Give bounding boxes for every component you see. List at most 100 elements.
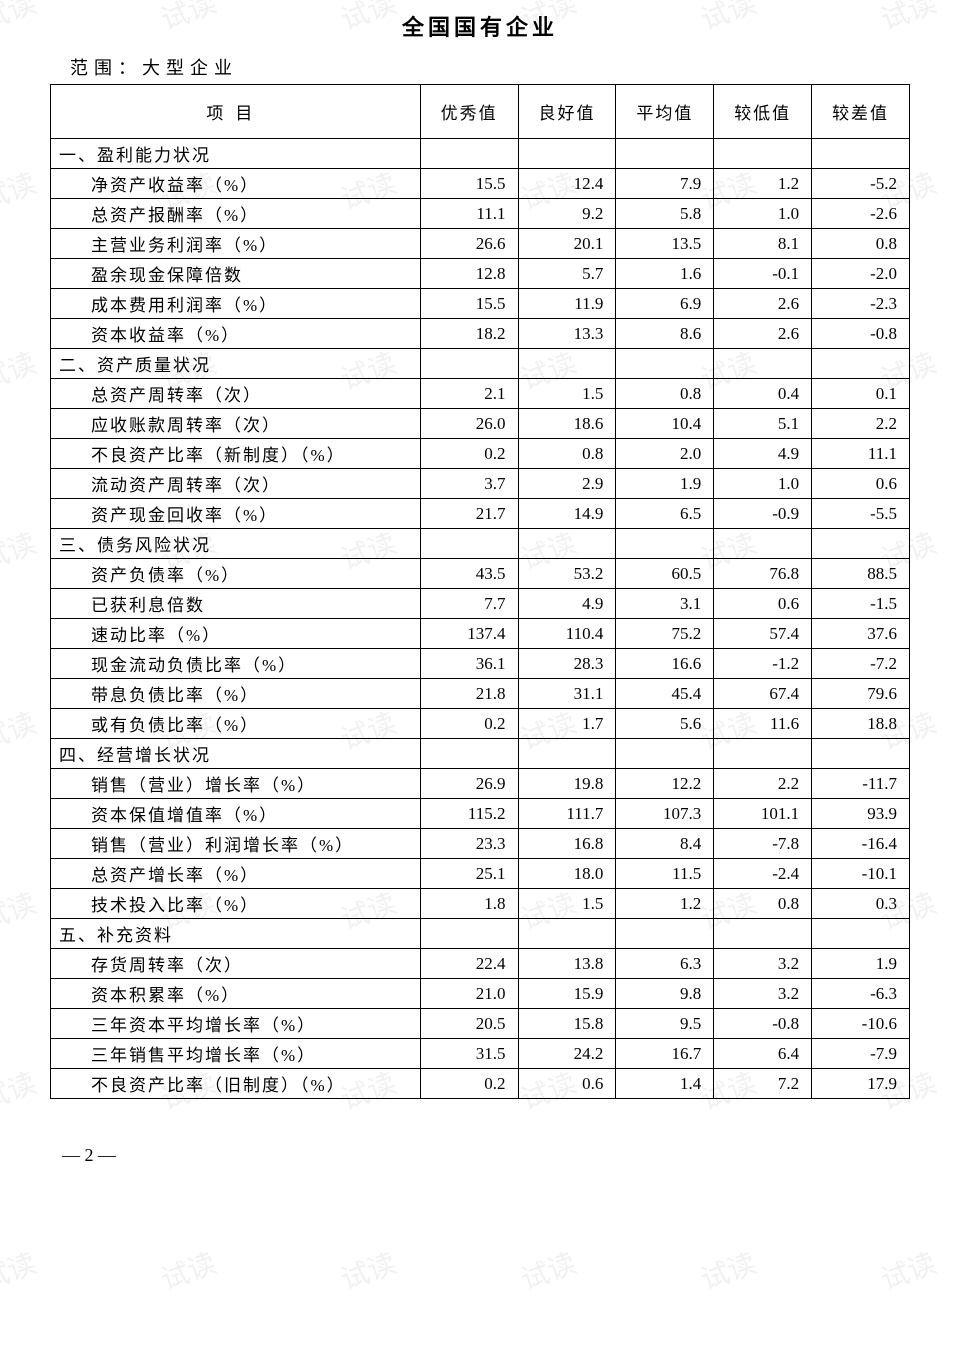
value-cell: 11.1 — [812, 439, 910, 469]
table-row: 销售（营业）利润增长率（%）23.316.88.4-7.8-16.4 — [51, 829, 910, 859]
value-cell: 19.8 — [518, 769, 616, 799]
empty-cell — [714, 919, 812, 949]
value-cell: 26.0 — [420, 409, 518, 439]
value-cell: 4.9 — [518, 589, 616, 619]
header-low: 较低值 — [714, 85, 812, 139]
value-cell: 36.1 — [420, 649, 518, 679]
value-cell: 0.8 — [616, 379, 714, 409]
empty-cell — [518, 919, 616, 949]
item-name: 已获利息倍数 — [51, 589, 421, 619]
value-cell: 0.2 — [420, 439, 518, 469]
empty-cell — [714, 349, 812, 379]
table-row: 不良资产比率（新制度）（%）0.20.82.04.911.1 — [51, 439, 910, 469]
watermark-text: 试读 — [0, 1242, 41, 1299]
empty-cell — [616, 739, 714, 769]
section-row: 五、补充资料 — [51, 919, 910, 949]
value-cell: 43.5 — [420, 559, 518, 589]
value-cell: 5.6 — [616, 709, 714, 739]
table-row: 盈余现金保障倍数12.85.71.6-0.1-2.0 — [51, 259, 910, 289]
empty-cell — [518, 529, 616, 559]
value-cell: 2.0 — [616, 439, 714, 469]
value-cell: 0.4 — [714, 379, 812, 409]
value-cell: -5.5 — [812, 499, 910, 529]
item-name: 总资产周转率（次） — [51, 379, 421, 409]
value-cell: 13.3 — [518, 319, 616, 349]
value-cell: 21.7 — [420, 499, 518, 529]
value-cell: 4.9 — [714, 439, 812, 469]
value-cell: 7.2 — [714, 1069, 812, 1099]
item-name: 资本积累率（%） — [51, 979, 421, 1009]
value-cell: 13.8 — [518, 949, 616, 979]
value-cell: 31.5 — [420, 1039, 518, 1069]
value-cell: 37.6 — [812, 619, 910, 649]
item-name: 存货周转率（次） — [51, 949, 421, 979]
value-cell: 3.2 — [714, 979, 812, 1009]
value-cell: 15.8 — [518, 1009, 616, 1039]
table-row: 销售（营业）增长率（%）26.919.812.22.2-11.7 — [51, 769, 910, 799]
table-row: 应收账款周转率（次）26.018.610.45.12.2 — [51, 409, 910, 439]
empty-cell — [812, 739, 910, 769]
table-row: 不良资产比率（旧制度）（%）0.20.61.47.217.9 — [51, 1069, 910, 1099]
value-cell: -10.1 — [812, 859, 910, 889]
value-cell: 5.8 — [616, 199, 714, 229]
value-cell: 1.5 — [518, 379, 616, 409]
item-name: 销售（营业）增长率（%） — [51, 769, 421, 799]
table-row: 三年资本平均增长率（%）20.515.89.5-0.8-10.6 — [51, 1009, 910, 1039]
value-cell: 26.6 — [420, 229, 518, 259]
value-cell: 101.1 — [714, 799, 812, 829]
empty-cell — [812, 529, 910, 559]
header-excellent: 优秀值 — [420, 85, 518, 139]
value-cell: 0.3 — [812, 889, 910, 919]
empty-cell — [714, 139, 812, 169]
table-row: 现金流动负债比率（%）36.128.316.6-1.2-7.2 — [51, 649, 910, 679]
value-cell: 1.8 — [420, 889, 518, 919]
value-cell: 93.9 — [812, 799, 910, 829]
value-cell: 6.3 — [616, 949, 714, 979]
table-row: 资产负债率（%）43.553.260.576.888.5 — [51, 559, 910, 589]
value-cell: 6.4 — [714, 1039, 812, 1069]
value-cell: 8.6 — [616, 319, 714, 349]
value-cell: -1.5 — [812, 589, 910, 619]
value-cell: 6.5 — [616, 499, 714, 529]
value-cell: 10.4 — [616, 409, 714, 439]
value-cell: -1.2 — [714, 649, 812, 679]
table-body: 一、盈利能力状况净资产收益率（%）15.512.47.91.2-5.2总资产报酬… — [51, 139, 910, 1099]
value-cell: 21.0 — [420, 979, 518, 1009]
value-cell: 9.2 — [518, 199, 616, 229]
value-cell: -7.8 — [714, 829, 812, 859]
header-row: 项目 优秀值 良好值 平均值 较低值 较差值 — [51, 85, 910, 139]
table-row: 资产现金回收率（%）21.714.96.5-0.9-5.5 — [51, 499, 910, 529]
value-cell: -10.6 — [812, 1009, 910, 1039]
empty-cell — [420, 139, 518, 169]
section-row: 一、盈利能力状况 — [51, 139, 910, 169]
header-good: 良好值 — [518, 85, 616, 139]
value-cell: 18.6 — [518, 409, 616, 439]
value-cell: 8.4 — [616, 829, 714, 859]
value-cell: -2.6 — [812, 199, 910, 229]
value-cell: 7.9 — [616, 169, 714, 199]
value-cell: 45.4 — [616, 679, 714, 709]
empty-cell — [812, 139, 910, 169]
value-cell: 12.4 — [518, 169, 616, 199]
value-cell: 88.5 — [812, 559, 910, 589]
value-cell: 20.5 — [420, 1009, 518, 1039]
value-cell: 12.2 — [616, 769, 714, 799]
value-cell: 3.1 — [616, 589, 714, 619]
item-name: 三年资本平均增长率（%） — [51, 1009, 421, 1039]
value-cell: 6.9 — [616, 289, 714, 319]
section-label: 二、资产质量状况 — [51, 349, 421, 379]
item-name: 带息负债比率（%） — [51, 679, 421, 709]
section-row: 四、经营增长状况 — [51, 739, 910, 769]
item-name: 不良资产比率（新制度）（%） — [51, 439, 421, 469]
value-cell: 75.2 — [616, 619, 714, 649]
value-cell: 12.8 — [420, 259, 518, 289]
empty-cell — [420, 919, 518, 949]
value-cell: 23.3 — [420, 829, 518, 859]
value-cell: 15.5 — [420, 169, 518, 199]
value-cell: 13.5 — [616, 229, 714, 259]
empty-cell — [518, 739, 616, 769]
table-row: 资本积累率（%）21.015.99.83.2-6.3 — [51, 979, 910, 1009]
value-cell: 60.5 — [616, 559, 714, 589]
value-cell: 3.7 — [420, 469, 518, 499]
value-cell: -5.2 — [812, 169, 910, 199]
